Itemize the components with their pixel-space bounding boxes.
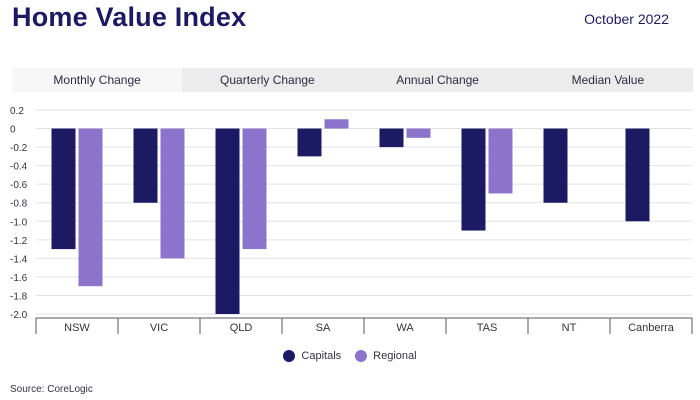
report-date: October 2022 bbox=[584, 11, 669, 27]
x-tick-label: Canberra bbox=[628, 322, 675, 334]
bar-capitals-nt bbox=[543, 128, 568, 203]
chart-legend: Capitals Regional bbox=[0, 350, 700, 362]
tab-quarterly-change[interactable]: Quarterly Change bbox=[220, 73, 315, 87]
x-tick-label: VIC bbox=[150, 322, 168, 334]
y-tick-label: -0.2 bbox=[10, 143, 28, 154]
x-tick-label: NT bbox=[562, 322, 577, 334]
y-tick-label: -0.8 bbox=[10, 199, 28, 210]
bar-regional-tas bbox=[488, 128, 513, 194]
x-tick-label: SA bbox=[316, 322, 331, 334]
y-tick-label: -1.6 bbox=[10, 273, 28, 284]
x-tick-label: TAS bbox=[477, 322, 498, 334]
bar-regional-sa bbox=[324, 119, 349, 129]
bar-regional-qld bbox=[242, 128, 267, 250]
y-tick-label: -0.6 bbox=[10, 180, 28, 191]
legend-item-capitals: Capitals bbox=[283, 350, 341, 362]
legend-swatch-regional bbox=[355, 350, 368, 362]
y-tick-label: -1.0 bbox=[10, 217, 28, 228]
y-tick-label: -0.4 bbox=[10, 162, 28, 173]
x-tick-label: NSW bbox=[64, 322, 90, 334]
bar-chart: 0.2 0 -0.2 -0.4 -0.6 -0.8 -1.0 -1.2 -1.4 -1.6 -1.8… bbox=[10, 106, 693, 334]
y-tick-label: 0 bbox=[10, 125, 16, 136]
bar-regional-vic bbox=[160, 128, 185, 259]
bar-capitals-vic bbox=[133, 128, 158, 203]
tab-median-value[interactable]: Median Value bbox=[571, 73, 645, 87]
bar-capitals-tas bbox=[461, 128, 486, 231]
x-tick-label: WA bbox=[396, 322, 414, 334]
page-title: Home Value Index bbox=[12, 2, 247, 32]
tab-monthly-change[interactable]: Monthly Change bbox=[12, 68, 183, 92]
y-tick-label: -1.2 bbox=[10, 236, 28, 247]
chart-panel: 0.2 0 -0.2 -0.4 -0.6 -0.8 -1.0 -1.2 -1.4 -1.6 -1.8… bbox=[0, 92, 700, 376]
legend-label-capitals: Capitals bbox=[301, 350, 342, 362]
x-tick-label: QLD bbox=[230, 322, 253, 334]
y-tick-label: -1.8 bbox=[10, 291, 28, 302]
source-note: Source: CoreLogic bbox=[10, 384, 93, 395]
y-tick-label: 0.2 bbox=[10, 106, 24, 117]
y-tick-label: -1.4 bbox=[10, 254, 28, 265]
bar-capitals-sa bbox=[297, 128, 322, 157]
bar-regional-nsw bbox=[78, 128, 103, 287]
tab-bar: Monthly Change Quarterly Change Annual C… bbox=[12, 68, 693, 92]
legend-item-regional: Regional bbox=[355, 350, 417, 362]
legend-swatch-capitals bbox=[283, 350, 296, 362]
tab-annual-change[interactable]: Annual Change bbox=[396, 73, 479, 87]
bar-regional-wa bbox=[406, 128, 431, 138]
y-tick-label: -2.0 bbox=[10, 310, 28, 321]
bar-capitals-nsw bbox=[51, 128, 76, 250]
bar-capitals-qld bbox=[215, 128, 240, 314]
bar-capitals-wa bbox=[379, 128, 404, 148]
bar-capitals-canberra bbox=[625, 128, 650, 222]
legend-label-regional: Regional bbox=[373, 350, 417, 362]
